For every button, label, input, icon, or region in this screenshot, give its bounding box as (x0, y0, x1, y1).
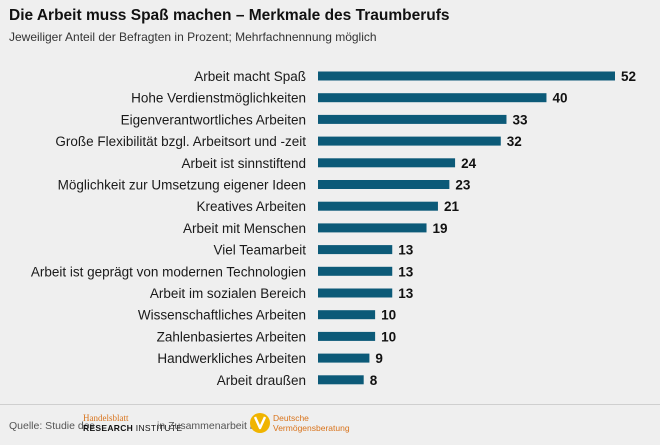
bar (318, 245, 393, 255)
value-label: 32 (507, 134, 522, 149)
category-label: Große Flexibilität bzgl. Arbeitsort und … (55, 134, 306, 149)
handelsblatt-research-logo: Handelsblatt RESEARCH INSTITUTE (83, 413, 182, 433)
hb-logo-institute: INSTITUTE (135, 423, 183, 433)
category-label: Zahlenbasiertes Arbeiten (157, 329, 306, 344)
bar (318, 223, 427, 233)
hb-logo-line2: RESEARCH INSTITUTE (83, 423, 182, 433)
bar (318, 93, 547, 103)
bar (318, 331, 376, 341)
value-label: 8 (370, 373, 378, 388)
value-label: 9 (375, 351, 383, 366)
value-label: 24 (461, 156, 477, 171)
category-label: Viel Teamarbeit (213, 243, 306, 258)
bar-chart: Arbeit macht Spaß 52 Hohe Verdienstmöglich… (31, 69, 636, 388)
value-label: 13 (398, 243, 414, 258)
bar (318, 266, 393, 276)
category-label: Handwerkliches Arbeiten (157, 351, 306, 366)
value-label: 13 (398, 264, 414, 279)
dvag-logo-icon (250, 413, 270, 433)
hb-logo-line1: Handelsblatt (83, 413, 129, 423)
footer: Quelle: Studie des Handelsblatt RESEARCH… (0, 404, 660, 445)
value-label: 52 (621, 69, 636, 84)
bar (318, 158, 456, 168)
category-label: Eigenverantwortliches Arbeiten (121, 112, 306, 127)
bar (318, 201, 438, 211)
category-label: Kreatives Arbeiten (196, 199, 306, 214)
bar (318, 136, 501, 146)
category-label: Arbeit ist geprägt von modernen Technolo… (31, 264, 306, 279)
category-label: Arbeit mit Menschen (183, 221, 306, 236)
source-prefix: Quelle: Studie des (9, 420, 95, 432)
chart-subtitle: Jeweiliger Anteil der Befragten in Proze… (9, 30, 377, 44)
value-label: 13 (398, 286, 414, 301)
category-label: Arbeit draußen (217, 373, 306, 388)
value-label: 21 (444, 199, 460, 214)
category-label: Arbeit im sozialen Bereich (150, 286, 306, 301)
value-label: 19 (433, 221, 448, 236)
bar (318, 353, 370, 363)
bar (318, 288, 393, 298)
bar (318, 180, 450, 189)
value-label: 10 (381, 308, 396, 323)
category-label: Möglichkeit zur Umsetzung eigener Ideen (58, 178, 306, 193)
value-label: 10 (381, 329, 396, 344)
dvag-logo-text: Deutsche Vermögensberatung (273, 413, 350, 433)
bar (318, 310, 376, 320)
value-label: 33 (512, 112, 528, 127)
footer-divider (0, 404, 660, 405)
hb-logo-research: RESEARCH (83, 423, 134, 433)
dvag-line1: Deutsche (273, 413, 309, 423)
bar (318, 71, 615, 81)
cooperation-text: in Zusammenarbeit mit (157, 420, 264, 432)
value-label: 40 (552, 91, 567, 106)
bar (318, 375, 364, 385)
category-label: Hohe Verdienstmöglichkeiten (131, 91, 306, 106)
bar (318, 114, 507, 124)
dvag-line2: Vermögensberatung (273, 423, 350, 433)
category-label: Wissenschaftliches Arbeiten (138, 308, 306, 323)
value-label: 23 (455, 178, 471, 193)
category-label: Arbeit ist sinnstiftend (181, 156, 306, 171)
category-label: Arbeit macht Spaß (194, 69, 306, 84)
chart-title: Die Arbeit muss Spaß machen – Merkmale d… (9, 7, 450, 24)
